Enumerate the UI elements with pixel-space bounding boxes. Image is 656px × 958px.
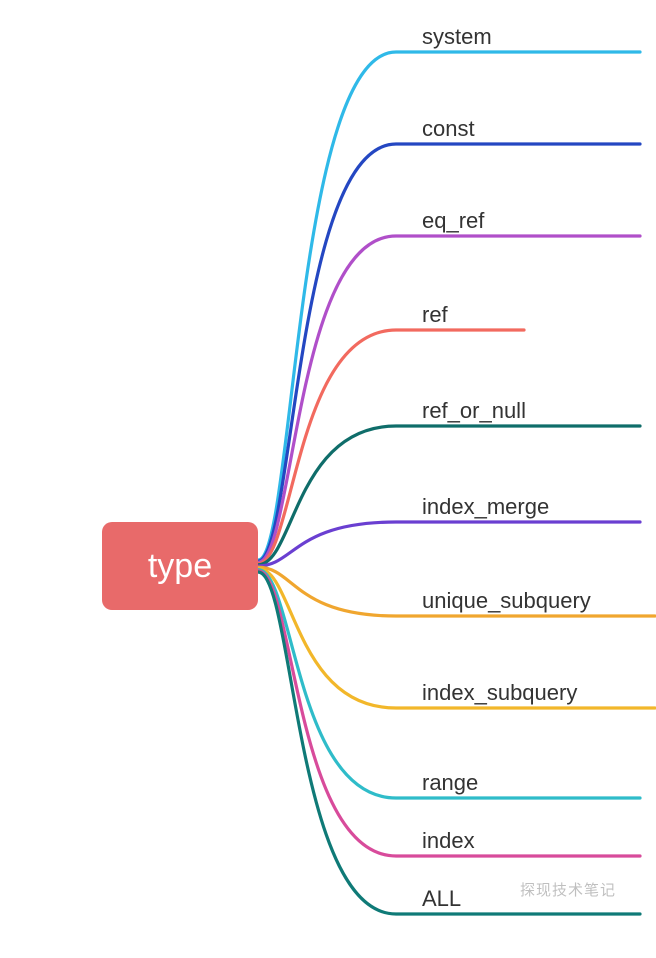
leaf-label: range bbox=[422, 770, 478, 796]
leaf-label: system bbox=[422, 24, 492, 50]
branch-line bbox=[258, 330, 524, 564]
branch-lines bbox=[0, 0, 656, 958]
leaf-label: ALL bbox=[422, 886, 461, 912]
root-node: type bbox=[102, 522, 258, 610]
watermark-text: 探现技术笔记 bbox=[520, 879, 616, 900]
leaf-label: index_subquery bbox=[422, 680, 577, 706]
leaf-label: index_merge bbox=[422, 494, 549, 520]
leaf-label: ref bbox=[422, 302, 448, 328]
root-label: type bbox=[148, 547, 212, 586]
branch-line bbox=[258, 522, 640, 566]
leaf-label: unique_subquery bbox=[422, 588, 591, 614]
leaf-label: eq_ref bbox=[422, 208, 484, 234]
leaf-label: const bbox=[422, 116, 475, 142]
mindmap-canvas: type 探现技术笔记 system const eq_refref ref_or_n… bbox=[0, 0, 656, 958]
leaf-label: ref_or_null bbox=[422, 398, 526, 424]
leaf-label: index bbox=[422, 828, 475, 854]
branch-line bbox=[258, 572, 640, 914]
